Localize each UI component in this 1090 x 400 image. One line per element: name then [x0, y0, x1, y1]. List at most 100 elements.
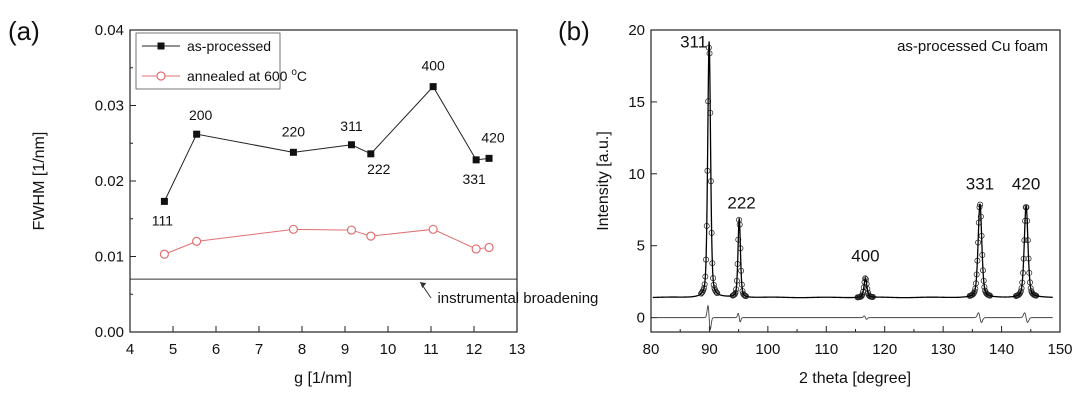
panel-a-x-tick-label: 9: [341, 341, 349, 358]
observed-point: [741, 292, 748, 299]
point-label: 220: [282, 123, 306, 139]
point-label: 420: [481, 129, 505, 145]
point-label: 200: [189, 107, 213, 123]
panel-a-y-ticks: 0.00 0.01 0.02 0.03 0.04: [95, 22, 136, 341]
panel-a-x-tick-label: 4: [126, 341, 134, 358]
point-label: 311: [340, 118, 363, 134]
panel-b-series: [652, 41, 1053, 331]
as-processed-point: [160, 197, 168, 205]
panel-b-peak-labels: 311 222 400 331 420: [680, 32, 1040, 265]
as-processed-point: [429, 83, 437, 91]
legend-label-annealed-end: C: [297, 68, 307, 84]
panel-a-x-tick-label: 7: [255, 341, 263, 358]
peak-label: 222: [727, 193, 755, 212]
panel-b-y-tick-label: 10: [628, 166, 645, 183]
panel-b-x-tick-label: 110: [814, 341, 838, 358]
legend-label-annealed-sup: o: [291, 67, 297, 78]
as-processed-point: [289, 148, 297, 156]
panel-b-x-axis-title: 2 theta [degree]: [799, 370, 911, 387]
legend-marker-as-processed: [157, 42, 165, 50]
panel-a-x-tick-label: 10: [380, 341, 397, 358]
as-processed-line: [163, 85, 490, 202]
panel-b-x-tick-label: 140: [989, 341, 1014, 358]
point-label: 222: [367, 161, 391, 177]
annealed-point: [346, 225, 357, 235]
as-processed-point: [193, 130, 201, 138]
observed-point: [698, 290, 705, 297]
panel-a-y-tick-label: 0.04: [95, 22, 124, 39]
annealed-line: [164, 228, 490, 255]
point-label: 400: [421, 58, 445, 74]
panel-b-y-tick-label: 15: [628, 94, 645, 111]
panel-b-annotation: as-processed Cu foam: [897, 38, 1048, 55]
panel-b-x-tick-label: 80: [643, 341, 660, 358]
panel-a: (a) 4 5 6 7 8 9 10 11 12 13 0.000.010.020.030.04 …: [8, 16, 598, 387]
panel-a-x-tick-label: 5: [169, 341, 177, 358]
panel-a-label: (a): [8, 16, 40, 46]
panel-a-x-tick-label: 12: [466, 341, 483, 358]
observed-point: [712, 288, 719, 295]
panel-b-x-tick-label: 150: [1047, 341, 1072, 358]
panel-a-legend: as-processed annealed at 600 oC: [135, 32, 307, 90]
panel-a-y-axis-title: FWHM [1/nm]: [31, 132, 48, 231]
panel-a-y-tick-label: 0.01: [95, 249, 124, 266]
annealed-point: [288, 224, 298, 234]
observed-point: [859, 291, 866, 298]
panel-a-reference-line: instrumental broadening: [130, 278, 598, 307]
panel-b-y-tick-label: 20: [628, 22, 645, 39]
panel-b-x-ticks: 80 90 100 110 120 130 140 150: [643, 326, 1073, 358]
point-label: 111: [152, 212, 173, 228]
panel-a-x-tick-label: 6: [212, 341, 220, 358]
panel-a-y-tick-label: 0.03: [95, 98, 124, 115]
legend-marker-annealed: [156, 71, 166, 81]
panel-a-x-tick-label: 8: [298, 341, 306, 358]
annealed-point: [366, 231, 376, 241]
panel-a-y-tick-label: 0.02: [95, 173, 124, 190]
observed-point: [858, 292, 865, 299]
fit-line: [652, 41, 1053, 299]
as-processed-point: [472, 156, 480, 164]
peak-label: 311: [680, 32, 707, 51]
peak-label: 331: [966, 175, 994, 194]
as-processed-point: [485, 154, 493, 162]
panel-b-x-tick-label: 100: [755, 341, 780, 358]
annealed-point: [192, 236, 202, 246]
peak-label: 400: [851, 247, 879, 266]
legend-label-annealed-main: annealed at 600: [187, 68, 291, 84]
panel-a-y-tick-label: 0.00: [95, 324, 124, 341]
panel-a-x-tick-label: 11: [423, 341, 439, 358]
panel-b-y-tick-label: 0: [637, 310, 645, 327]
panel-b-y-axis-title: Intensity [a.u.]: [595, 131, 612, 231]
panel-a-series: 111 200 220 311 222 400 331 420: [152, 58, 505, 259]
legend-label-as-processed: as-processed: [187, 38, 271, 54]
observed-point: [1015, 291, 1022, 298]
legend-label-annealed: annealed at 600 oC: [187, 67, 307, 84]
observed-point: [714, 290, 721, 297]
panel-b: (b) 80 90 100 110 120 130 140 150 0 5 10 15 20 2 th…: [558, 16, 1073, 387]
panel-b-x-tick-label: 120: [872, 341, 897, 358]
panel-a-x-axis-title: g [1/nm]: [294, 370, 352, 387]
panel-a-x-tick-label: 13: [509, 341, 526, 358]
annealed-point: [484, 242, 494, 253]
panel-b-x-tick-label: 130: [931, 341, 956, 358]
observed-point: [1015, 292, 1021, 299]
as-processed-point: [347, 141, 355, 149]
observed-point: [969, 291, 976, 298]
annealed-point: [428, 224, 438, 234]
panel-b-label: (b): [558, 16, 590, 46]
annealed-point: [471, 244, 481, 254]
observed-point: [968, 292, 975, 299]
peak-label: 420: [1012, 175, 1040, 194]
as-processed-point: [367, 150, 375, 158]
observed-point: [713, 289, 720, 296]
annealed-point: [159, 249, 169, 259]
instrumental-broadening-arrowhead: [420, 282, 427, 289]
difference-line: [652, 304, 1053, 331]
instrumental-broadening-label: instrumental broadening: [437, 290, 598, 307]
panel-a-x-ticks: 4 5 6 7 8 9 10 11 12 13: [126, 326, 526, 358]
panel-b-x-tick-label: 90: [701, 341, 718, 358]
panel-b-y-ticks: 0 5 10 15 20: [628, 22, 657, 327]
panel-b-y-tick-label: 5: [637, 238, 645, 255]
point-label: 331: [462, 171, 486, 187]
